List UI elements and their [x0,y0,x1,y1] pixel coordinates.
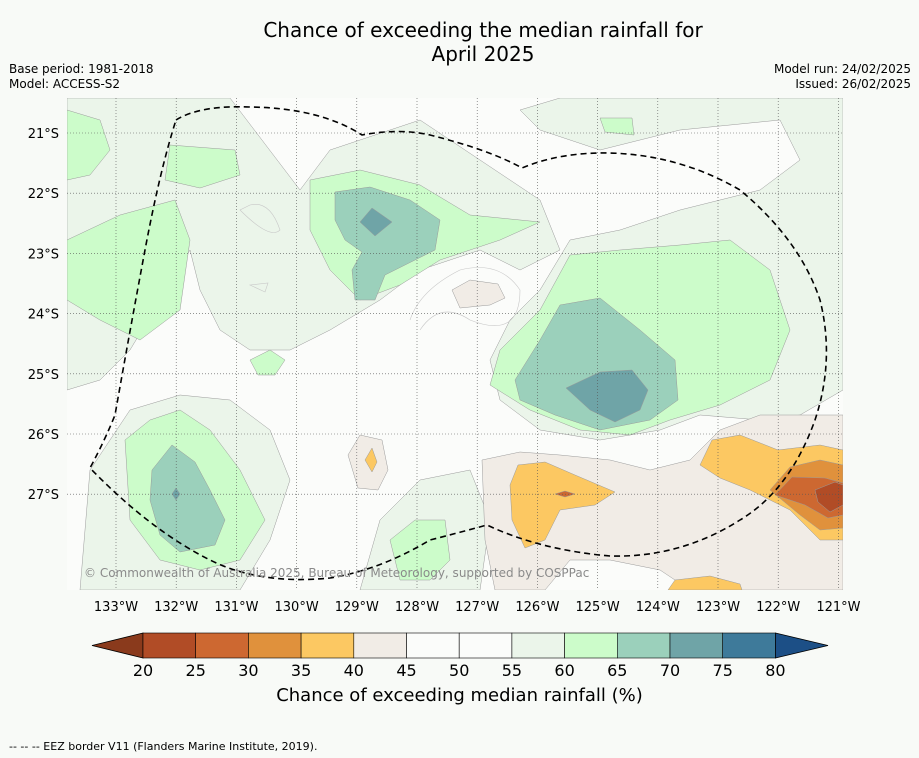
latitude-label: 23°S [28,247,59,262]
colorbar-segment [353,632,407,659]
region-60-65-small [249,349,286,376]
colorbar-tick-label: 30 [238,661,258,680]
longitude-label: 126°W [515,600,559,615]
meta-right: Model run: 24/02/2025 Issued: 26/02/2025 [774,62,911,92]
base-period: Base period: 1981-2018 [9,62,154,76]
copyright-notice: © Commonwealth of Australia 2025, Bureau… [84,566,589,580]
region-40-45-center [451,279,506,309]
latitude-label: 22°S [28,187,59,202]
colorbar [91,632,829,659]
colorbar-tick-label: 65 [607,661,627,680]
colorbar-title: Chance of exceeding median rainfall (%) [276,685,643,706]
colorbar-segment [458,632,513,659]
colorbar-segment [248,632,302,659]
region-60-65-nw [67,109,111,181]
region-70-75-east [565,369,649,423]
colorbar-extend-high [775,632,829,659]
title-line-2: April 2025 [431,42,535,66]
colorbar-tick-label: 60 [554,661,574,680]
longitude-label: 133°W [94,600,138,615]
longitude-label: 124°W [636,600,680,615]
region-60-65-w [67,199,191,341]
longitude-label: 130°W [275,600,319,615]
latitude-labels: 21°S 22°S 23°S 24°S 25°S 26°S 27°S [28,127,59,503]
longitude-label: 131°W [214,600,258,615]
footer-note: -- -- -- EEZ border V11 (Flanders Marine… [9,740,318,753]
map-title: Chance of exceeding the median rainfall … [0,18,919,66]
colorbar-extend-low [91,632,144,659]
longitude-label: 123°W [696,600,740,615]
region-70-75-north [359,207,393,237]
colorbar-segment [195,632,249,659]
latitude-label: 24°S [28,308,59,323]
colorbar-tick-label: 45 [396,661,416,680]
longitude-label: 128°W [395,600,439,615]
colorbar-segment [300,632,355,659]
colorbar-tick-label: 80 [765,661,785,680]
region-35-40-bottom [667,575,743,590]
contour-line-1 [239,203,281,293]
colorbar-tick-label: 25 [186,661,206,680]
colorbar-tick-label: 35 [291,661,311,680]
meta-left: Base period: 1981-2018 Model: ACCESS-S2 [9,62,154,92]
region-60-65-center [599,117,635,136]
region-35-40-small [364,447,378,473]
colorbar-segment [511,632,565,659]
model-name: Model: ACCESS-S2 [9,77,121,91]
colorbar-tick-label: 40 [344,661,364,680]
colorbar-segment [722,632,776,659]
region-60-65-south [389,519,451,581]
longitude-label: 121°W [816,600,860,615]
longitude-label: 122°W [756,600,800,615]
colorbar-segment [616,632,671,659]
colorbar-segment [406,632,460,659]
colorbar-tick-label: 50 [449,661,469,680]
model-run: Model run: 24/02/2025 [773,62,911,76]
region-65-70-north [334,186,441,301]
latitude-label: 25°S [28,368,59,383]
longitude-labels: 133°W 132°W 131°W 130°W 129°W 128°W 127°W 126°W… [94,600,861,615]
longitude-label: 125°W [576,600,620,615]
latitude-label: 21°S [28,127,59,142]
region-60-65-n1 [164,144,241,189]
region-65-70-sw [149,444,226,553]
longitude-label: 132°W [154,600,198,615]
eez-border [89,105,828,581]
region-20-25-east [814,481,843,513]
map-area [67,98,843,590]
colorbar-tick-label: 55 [502,661,522,680]
issued-date: Issued: 26/02/2025 [795,77,911,91]
colorbar-tick-label: 75 [713,661,733,680]
title-line-1: Chance of exceeding the median rainfall … [263,18,703,42]
colorbar-segment [142,632,197,659]
contour-line-2 [409,267,521,331]
latitude-label: 26°S [28,428,59,443]
longitude-label: 127°W [455,600,499,615]
graticule [67,98,843,590]
colorbar-tick-label: 70 [660,661,680,680]
colorbar-tick-label: 20 [133,661,153,680]
latitude-label: 27°S [28,488,59,503]
colorbar-segment [564,632,618,659]
longitude-label: 129°W [335,600,379,615]
colorbar-segment [669,632,724,659]
colorbar-labels: 20 25 30 35 40 45 50 55 60 65 70 75 80 [133,661,786,680]
